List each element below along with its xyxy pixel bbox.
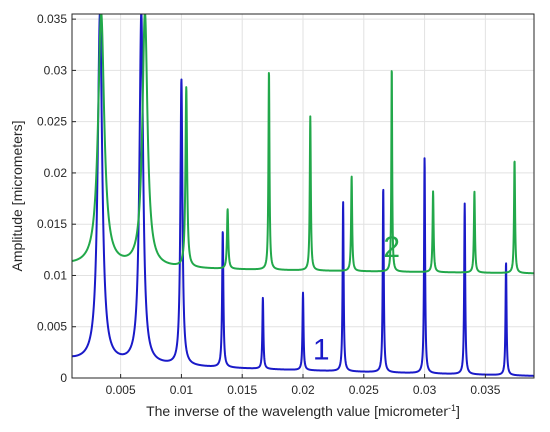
y-tick-label: 0.025 bbox=[37, 115, 67, 129]
x-axis-title: The inverse of the wavelength value [mic… bbox=[146, 403, 460, 419]
x-tick-label: 0.015 bbox=[227, 383, 257, 397]
x-tick-label: 0.035 bbox=[470, 383, 500, 397]
ticks: 0.005 0.01 0.015 0.02 0.025 0.03 0.035 0 0.005 0.… bbox=[37, 12, 501, 397]
x-tick-label: 0.01 bbox=[170, 383, 194, 397]
series-labels: 12 bbox=[313, 231, 400, 367]
y-tick-label: 0.01 bbox=[44, 268, 68, 282]
y-tick-label: 0.03 bbox=[44, 63, 68, 77]
y-tick-label: 0.035 bbox=[37, 12, 67, 26]
x-tick-label: 0.03 bbox=[413, 383, 437, 397]
y-axis-title: Amplitude [micrometers] bbox=[9, 121, 25, 272]
y-tick-label: 0 bbox=[60, 371, 67, 385]
series-layer bbox=[72, 14, 534, 377]
series-label-1: 1 bbox=[313, 334, 330, 367]
x-tick-label: 0.02 bbox=[291, 383, 315, 397]
y-tick-label: 0.015 bbox=[37, 217, 67, 231]
y-tick-label: 0.005 bbox=[37, 320, 67, 334]
series-line-1 bbox=[72, 14, 534, 377]
series-line-2 bbox=[72, 14, 534, 275]
series-label-2: 2 bbox=[383, 231, 400, 264]
x-tick-label: 0.005 bbox=[106, 383, 136, 397]
x-tick-label: 0.025 bbox=[349, 383, 379, 397]
y-tick-label: 0.02 bbox=[44, 166, 68, 180]
